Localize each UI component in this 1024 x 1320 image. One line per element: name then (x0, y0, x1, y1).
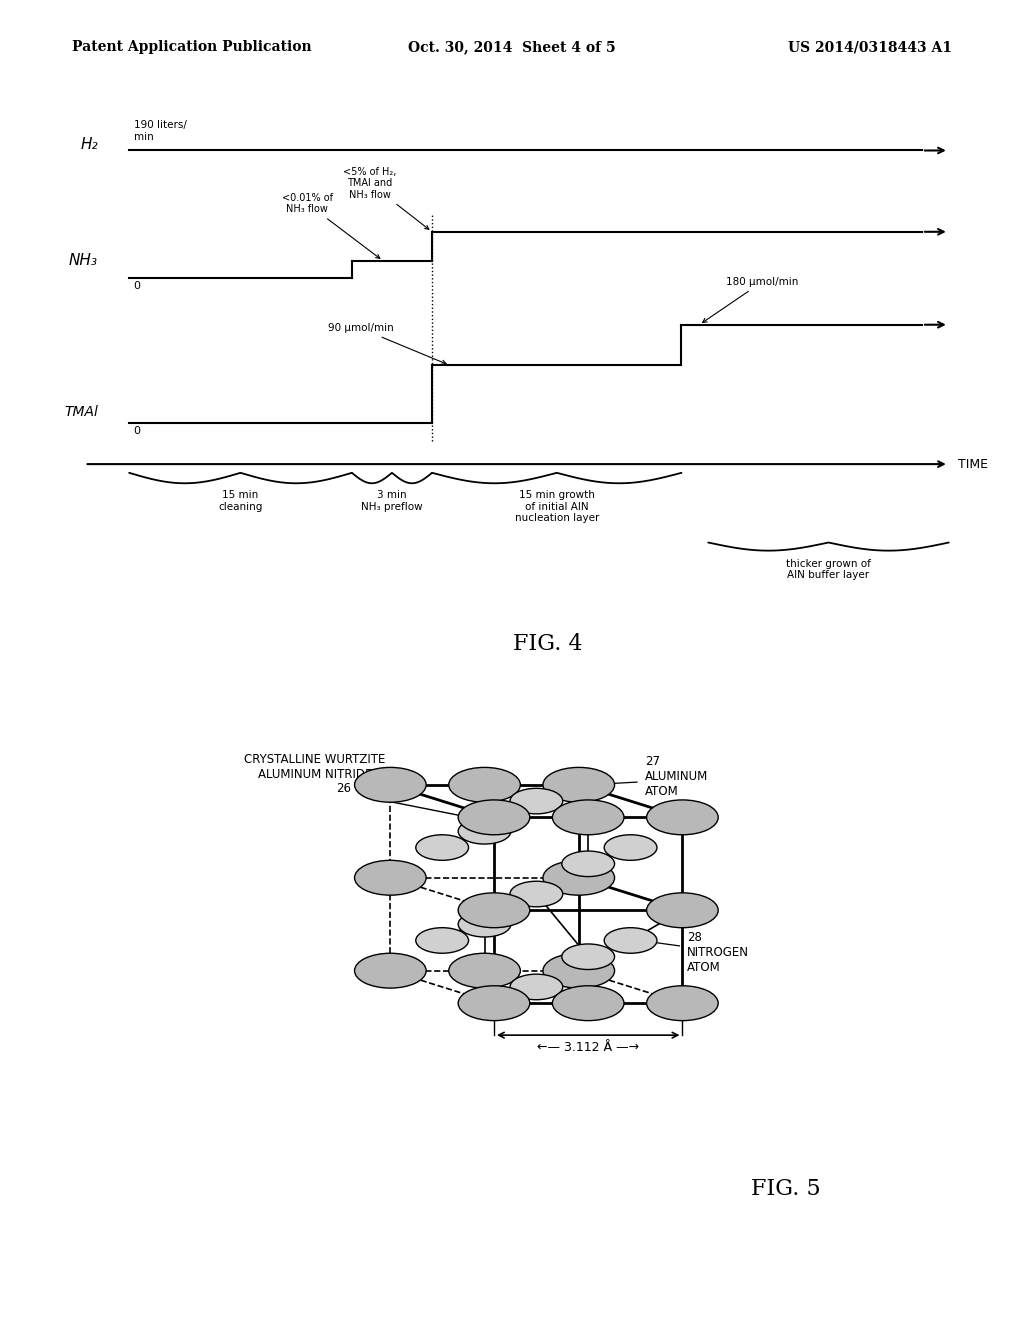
Text: 0: 0 (133, 426, 140, 437)
Ellipse shape (604, 928, 657, 953)
Ellipse shape (510, 974, 563, 999)
Text: FIG. 4: FIG. 4 (513, 634, 583, 655)
Text: FIG. 5: FIG. 5 (752, 1177, 821, 1200)
Text: <5% of H₂,
TMAl and
NH₃ flow: <5% of H₂, TMAl and NH₃ flow (343, 166, 429, 230)
Ellipse shape (543, 767, 614, 803)
Ellipse shape (562, 944, 614, 969)
Ellipse shape (354, 953, 426, 989)
Ellipse shape (354, 861, 426, 895)
Text: thicker grown of
AlN buffer layer: thicker grown of AlN buffer layer (786, 558, 870, 581)
Text: ←— 3.112 Å —→: ←— 3.112 Å —→ (538, 1041, 639, 1053)
Ellipse shape (458, 911, 511, 937)
Text: TIME: TIME (957, 458, 987, 471)
Text: NH₃: NH₃ (69, 253, 98, 268)
Text: 0: 0 (133, 281, 140, 292)
Ellipse shape (562, 851, 614, 876)
Ellipse shape (449, 767, 520, 803)
Text: 180 μmol/min: 180 μmol/min (702, 277, 799, 322)
Ellipse shape (458, 892, 529, 928)
Text: 26: 26 (336, 783, 351, 796)
Ellipse shape (646, 800, 718, 834)
Ellipse shape (510, 882, 563, 907)
Text: 15 min
cleaning: 15 min cleaning (218, 490, 263, 512)
Ellipse shape (604, 834, 657, 861)
Ellipse shape (543, 953, 614, 989)
Ellipse shape (510, 788, 563, 814)
Text: 190 liters/
min: 190 liters/ min (133, 120, 186, 141)
Text: 15 min growth
of initial AlN
nucleation layer: 15 min growth of initial AlN nucleation … (515, 490, 599, 524)
Text: 90 μmol/min: 90 μmol/min (328, 323, 446, 364)
Ellipse shape (552, 986, 624, 1020)
Text: 27
ALUMINUM
ATOM: 27 ALUMINUM ATOM (645, 755, 708, 797)
Text: 28
NITROGEN
ATOM: 28 NITROGEN ATOM (687, 931, 750, 974)
Text: Patent Application Publication: Patent Application Publication (72, 40, 311, 54)
Text: CRYSTALLINE WURTZITE
ALUMINUM NITRIDE: CRYSTALLINE WURTZITE ALUMINUM NITRIDE (245, 754, 386, 781)
Text: H₂: H₂ (80, 137, 98, 152)
Ellipse shape (354, 767, 426, 803)
Text: Oct. 30, 2014  Sheet 4 of 5: Oct. 30, 2014 Sheet 4 of 5 (409, 40, 615, 54)
Ellipse shape (646, 986, 718, 1020)
Ellipse shape (458, 986, 529, 1020)
Ellipse shape (543, 861, 614, 895)
Ellipse shape (646, 892, 718, 928)
Ellipse shape (416, 834, 469, 861)
Text: <0.01% of
NH₃ flow: <0.01% of NH₃ flow (282, 193, 380, 259)
Ellipse shape (449, 953, 520, 989)
Ellipse shape (458, 800, 529, 834)
Text: 3 min
NH₃ preflow: 3 min NH₃ preflow (361, 490, 423, 512)
Ellipse shape (458, 818, 511, 843)
Text: US 2014/0318443 A1: US 2014/0318443 A1 (788, 40, 952, 54)
Ellipse shape (416, 928, 469, 953)
Text: TMAl: TMAl (65, 405, 98, 418)
Ellipse shape (552, 800, 624, 834)
